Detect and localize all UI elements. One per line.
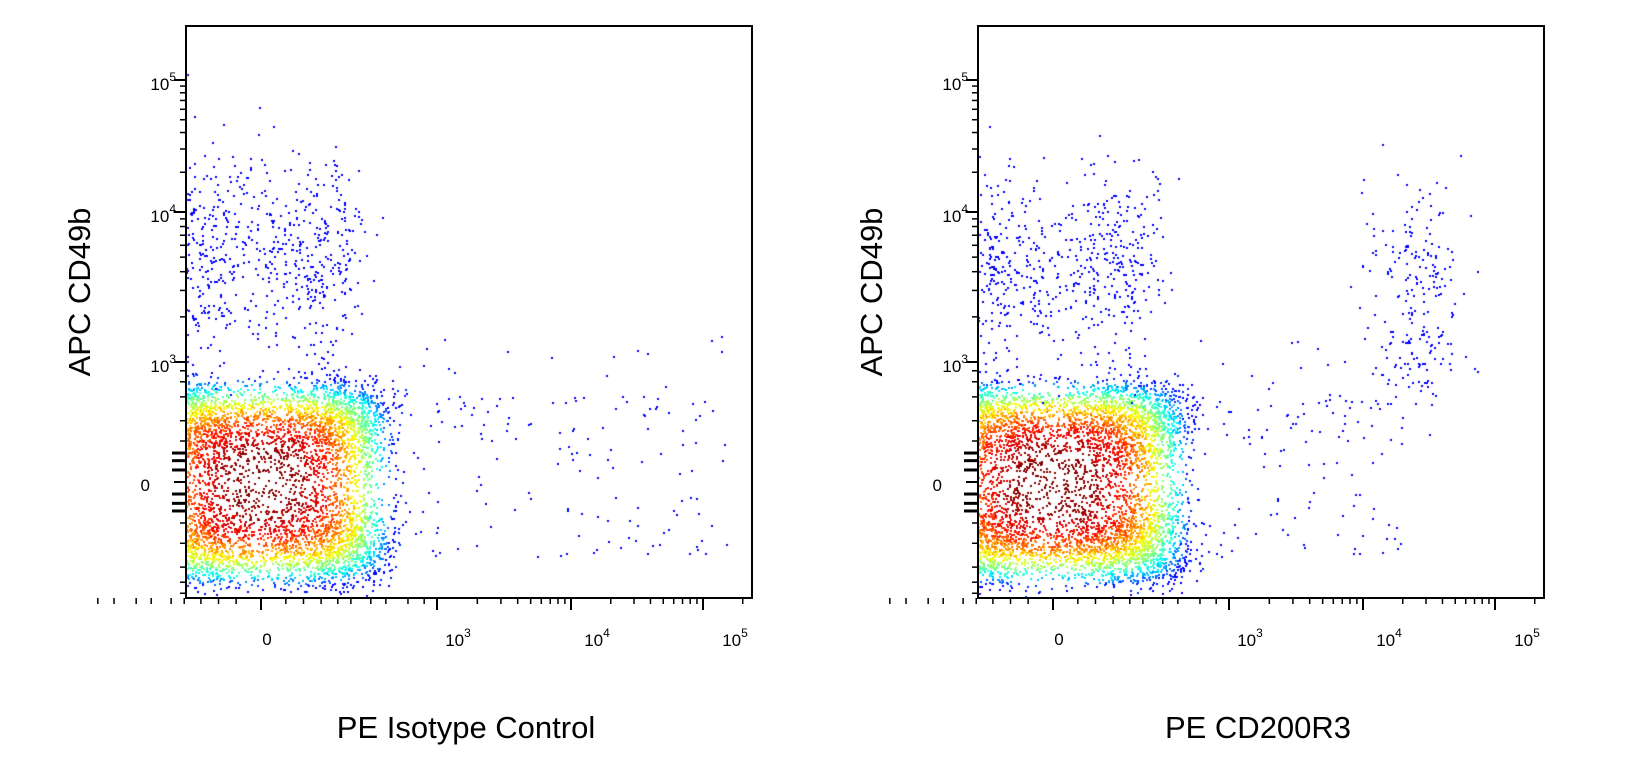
- plot-panel-cd200r3: 105 104 103 0 0 103 104 105 PE CD200R3 A…: [854, 25, 1545, 745]
- density-dots-isotype: [186, 26, 752, 598]
- x-tick-label-1e3: 103: [445, 626, 471, 650]
- y-tick-label-1e5: 105: [942, 70, 968, 94]
- x-axis-ticks-isotype: [97, 598, 744, 610]
- plot-frame-cd200r3: [977, 25, 1545, 599]
- x-tick-label-1e4: 104: [584, 626, 610, 650]
- plot-frame-isotype: [185, 25, 753, 599]
- x-axis-label-cd200r3: PE CD200R3: [1165, 710, 1351, 745]
- y-tick-label-0: 0: [141, 476, 150, 495]
- y-tick-label-1e5: 105: [150, 70, 176, 94]
- plot-panel-isotype-control: 105 104 103 0 0 103 104 105 PE Isotype C…: [62, 25, 753, 745]
- y-tick-label-1e3: 103: [942, 352, 968, 376]
- y-axis-ticks-cd200r3: [964, 79, 978, 595]
- y-tick-label-1e4: 104: [942, 202, 968, 226]
- x-tick-label-1e5: 105: [722, 626, 748, 650]
- y-axis-label-cd200r3: APC CD49b: [854, 208, 889, 377]
- x-tick-label-0: 0: [1054, 630, 1063, 649]
- density-dots-cd200r3: [978, 26, 1544, 598]
- x-tick-label-1e3: 103: [1237, 626, 1263, 650]
- x-tick-label-1e5: 105: [1514, 626, 1540, 650]
- y-axis-ticks-isotype: [172, 79, 186, 595]
- y-axis-label-isotype: APC CD49b: [62, 208, 97, 377]
- y-tick-label-1e4: 104: [150, 202, 176, 226]
- x-tick-label-0: 0: [262, 630, 271, 649]
- y-tick-label-0: 0: [933, 476, 942, 495]
- x-axis-label-isotype: PE Isotype Control: [337, 710, 595, 745]
- x-axis-ticks-cd200r3: [889, 598, 1536, 610]
- x-tick-label-1e4: 104: [1376, 626, 1402, 650]
- y-tick-label-1e3: 103: [150, 352, 176, 376]
